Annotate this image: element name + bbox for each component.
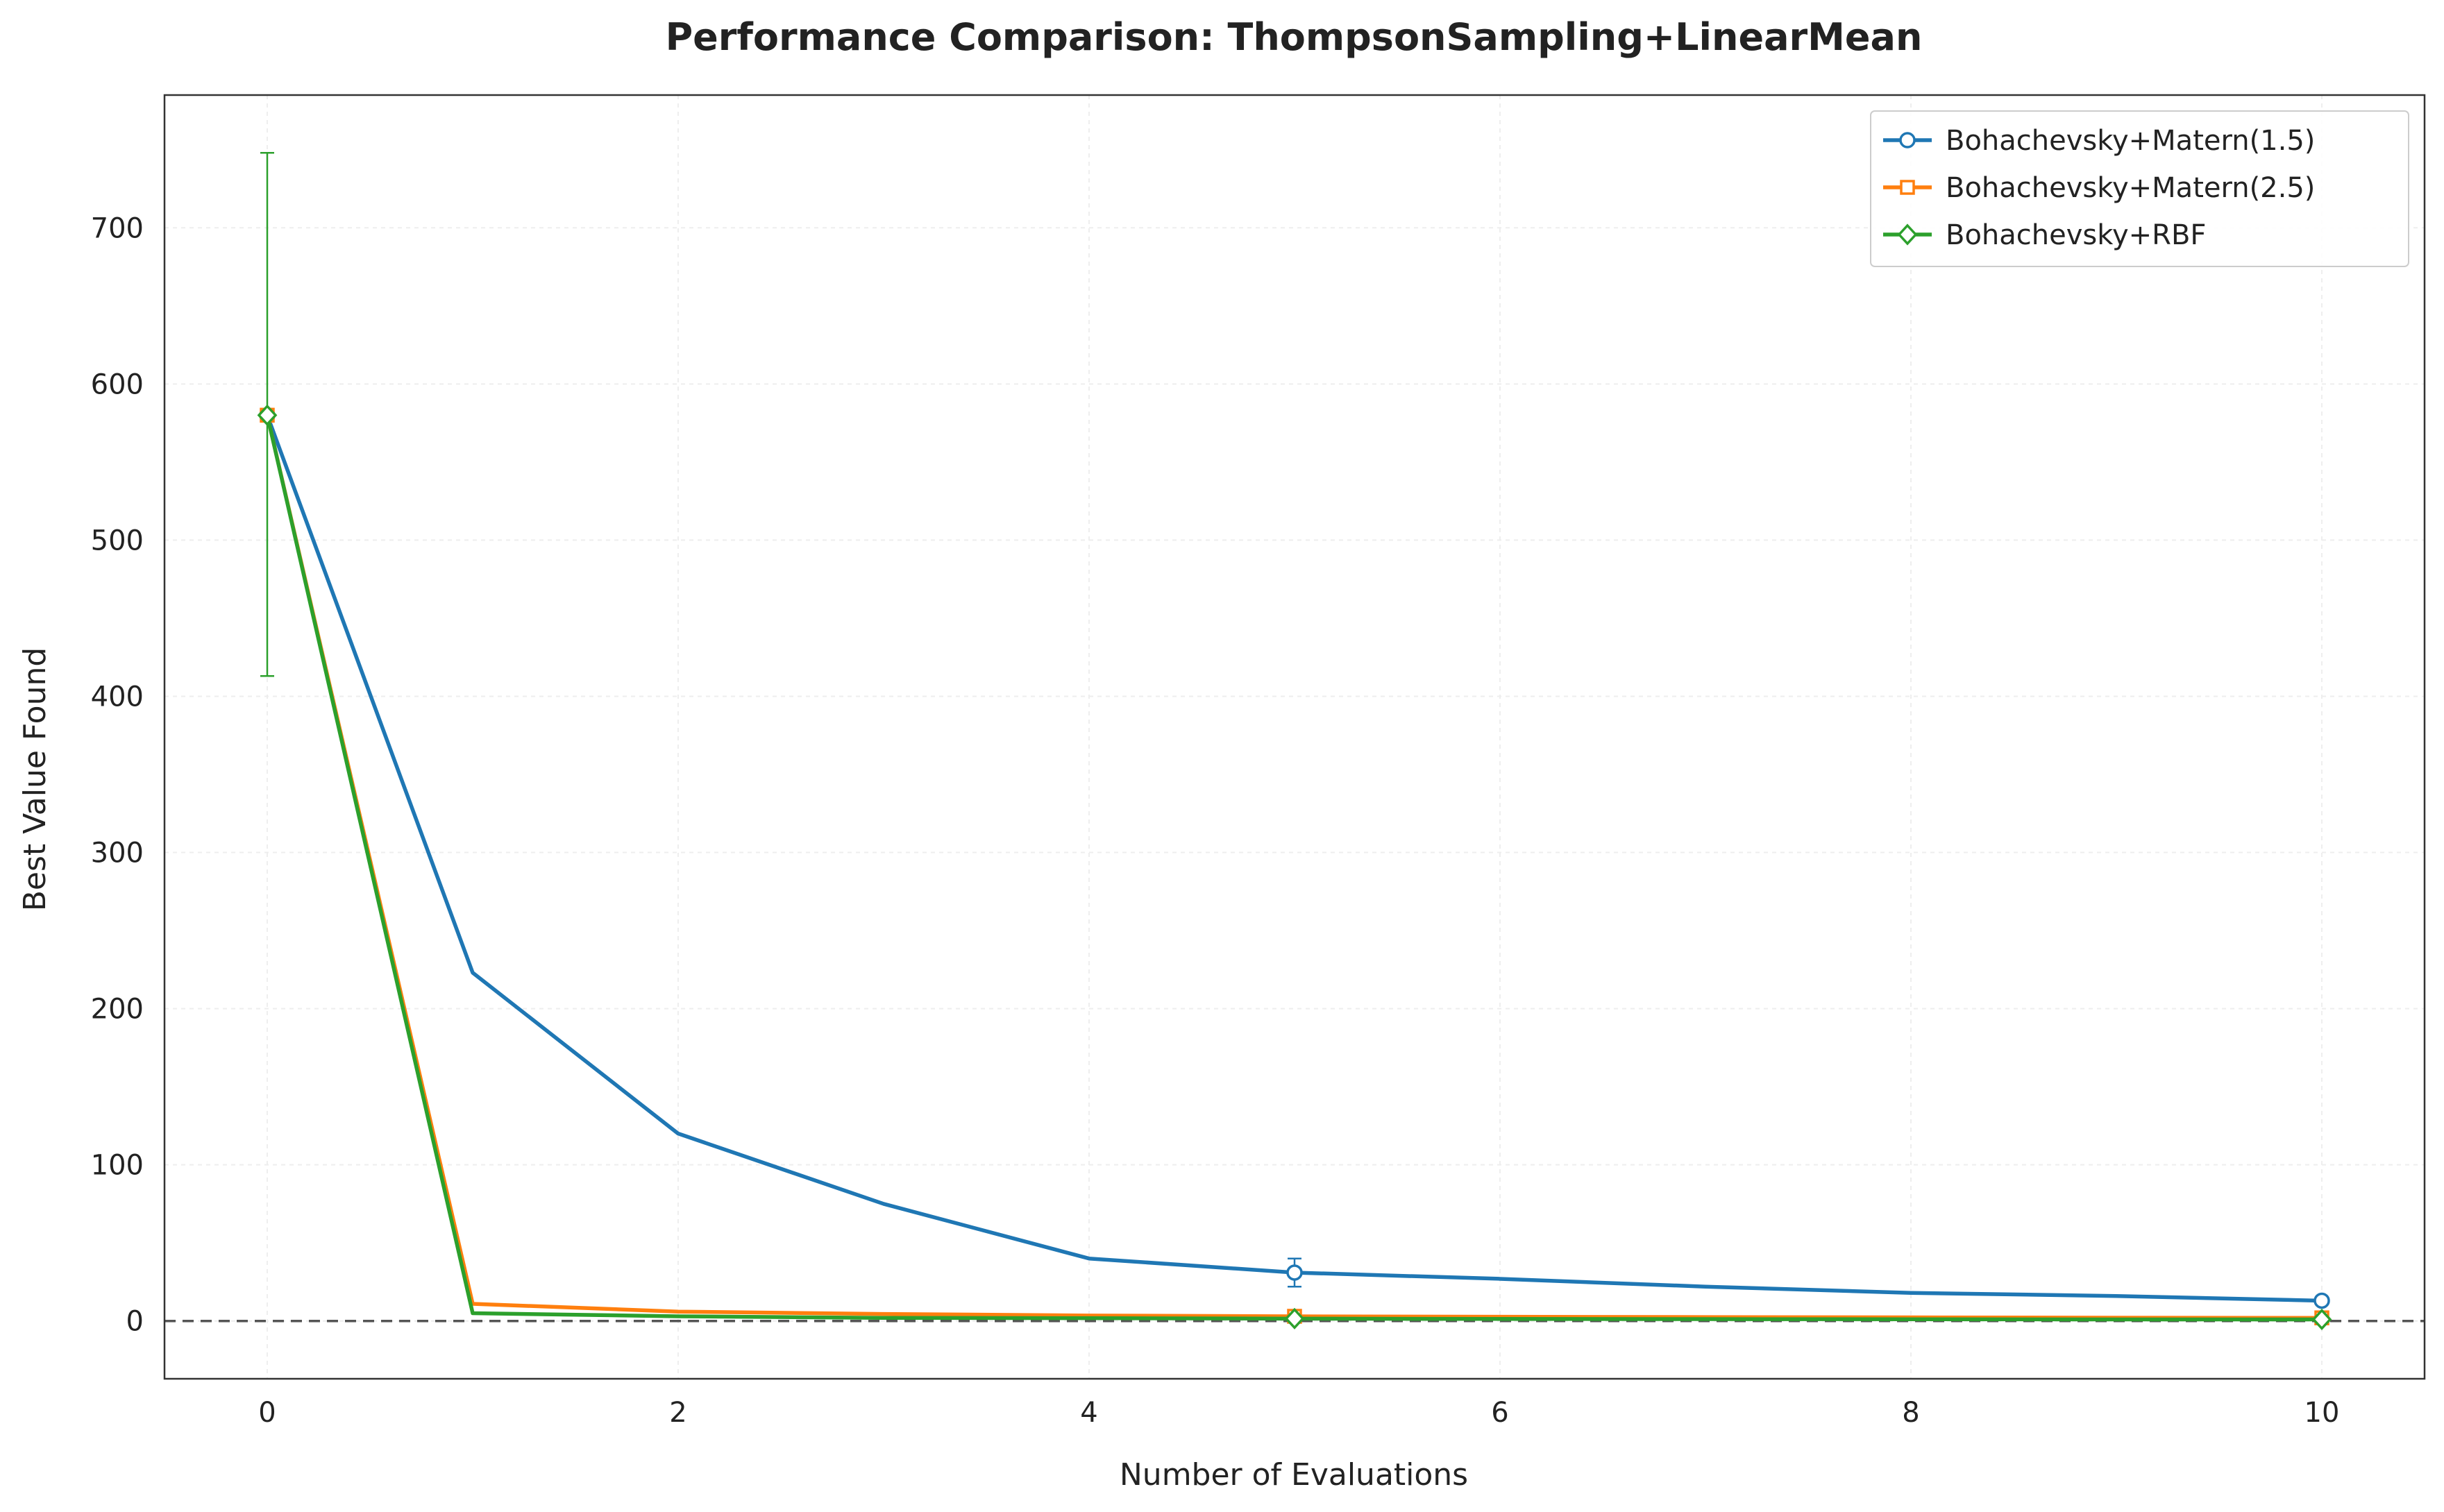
legend-item[interactable]: Bohachevsky+RBF xyxy=(1883,219,2206,251)
grid-lines xyxy=(165,95,2425,1379)
plot-frame xyxy=(163,94,2426,1380)
data-point xyxy=(2311,1308,2332,1331)
legend-item[interactable]: Bohachevsky+Matern(1.5) xyxy=(1883,125,2315,157)
y-tick-label: 700 xyxy=(91,212,144,244)
x-axis-label: Number of Evaluations xyxy=(1120,1457,1468,1493)
data-point xyxy=(257,404,278,426)
x-tick-label: 2 xyxy=(669,1397,686,1429)
y-tick-label: 300 xyxy=(91,838,144,869)
legend-box xyxy=(1870,110,2409,267)
legend-item[interactable]: Bohachevsky+Matern(2.5) xyxy=(1883,172,2315,204)
y-tick-label: 400 xyxy=(91,681,144,713)
series-group xyxy=(257,152,2332,1331)
x-tick-label: 4 xyxy=(1080,1397,1097,1429)
x-tick-label: 6 xyxy=(1491,1397,1508,1429)
legend-label: Bohachevsky+Matern(1.5) xyxy=(1946,125,2315,157)
y-tick-label: 200 xyxy=(91,994,144,1026)
x-tick-label: 10 xyxy=(2304,1397,2340,1429)
data-point xyxy=(1284,1307,1305,1330)
legend-label: Bohachevsky+RBF xyxy=(1946,219,2206,251)
data-point xyxy=(1286,1264,1303,1281)
y-tick-label: 500 xyxy=(91,525,144,557)
series-2 xyxy=(257,152,2332,1331)
y-tick-label: 600 xyxy=(91,368,144,400)
legend[interactable]: Bohachevsky+Matern(1.5) Bohachevsky+Mater… xyxy=(1870,110,2409,267)
chart-title: Performance Comparison: ThompsonSampling… xyxy=(666,15,1923,59)
legend-label: Bohachevsky+Matern(2.5) xyxy=(1946,172,2315,204)
y-tick-label: 0 xyxy=(126,1306,144,1338)
x-tick-label: 8 xyxy=(1902,1397,1919,1429)
legend-marker xyxy=(1899,132,1916,148)
x-tick-label: 0 xyxy=(258,1397,276,1429)
legend-marker xyxy=(1900,180,1915,195)
legend-marker xyxy=(1897,223,1918,246)
y-axis-label: Best Value Found xyxy=(17,647,53,912)
data-point xyxy=(2314,1292,2330,1309)
y-tick-label: 100 xyxy=(91,1150,144,1182)
